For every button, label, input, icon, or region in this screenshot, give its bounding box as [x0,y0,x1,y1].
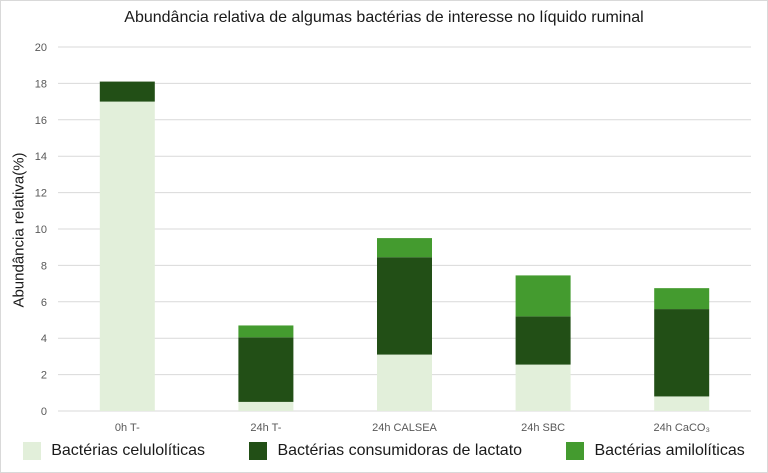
legend-item: Bactérias amilolíticas [566,442,745,460]
bar-segment [238,401,294,411]
legend-swatch [249,442,268,460]
legend-swatch [23,442,42,460]
y-tick-label: 4 [41,333,47,345]
y-tick-label: 0 [41,406,47,418]
bar-segment [654,309,710,397]
bar-segment [99,101,155,411]
y-tick-label: 10 [35,224,47,236]
x-tick-label: 0h T- [115,422,140,434]
legend-item: Bactérias consumidoras de lactato [249,442,522,460]
bar-segment [654,396,710,411]
x-tick-label: 24h SBC [521,422,565,434]
bar-segment [99,81,155,102]
y-tick-label: 8 [41,260,47,272]
bar-segment [377,257,432,355]
y-tick-label: 16 [35,115,47,127]
bar-segment [238,325,294,338]
bar-segment [515,316,571,365]
bar-segment [515,364,571,411]
legend-label: Bactérias celulolíticas [51,442,206,459]
legend-swatch [566,442,585,460]
chart-title: Abundância relativa de algumas bactérias… [124,9,644,26]
bar-segment [515,275,571,317]
y-tick-label: 2 [41,370,47,382]
y-tick-label: 6 [41,297,47,309]
bar-segment [238,337,294,402]
y-tick-label: 18 [35,78,47,90]
bar-segment [377,238,432,258]
legend-label: Bactérias consumidoras de lactato [277,442,523,459]
y-tick-label: 12 [35,188,47,200]
y-tick-label: 14 [35,151,47,163]
bar-segment [654,288,710,310]
y-tick-label: 20 [35,42,47,54]
x-tick-label: 24h CALSEA [372,422,437,434]
x-tick-label: 24h T- [250,422,281,434]
x-tick-label: 24h CaCO₃ [653,422,709,434]
legend: Bactérias celulolíticas Bactérias consumi… [1,442,767,460]
bar-segment [377,354,432,411]
legend-item: Bactérias celulolíticas [23,442,205,460]
legend-label: Bactérias amilolíticas [594,442,745,459]
